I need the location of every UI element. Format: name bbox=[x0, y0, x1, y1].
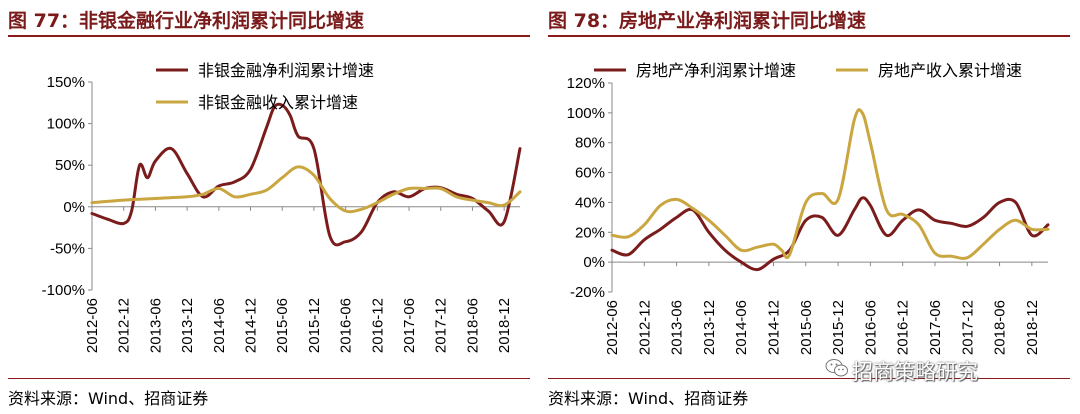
x-tick-label: 2014-06 bbox=[733, 300, 750, 355]
x-tick-label: 2013-12 bbox=[701, 300, 718, 355]
wechat-icon bbox=[825, 359, 848, 377]
chart-title: 图 78：房地产业净利润累计同比增速 bbox=[548, 10, 867, 32]
series-line-2 bbox=[90, 165, 522, 214]
x-tick-label: 2015-06 bbox=[798, 300, 815, 355]
x-tick-label: 2014-12 bbox=[765, 300, 782, 355]
source-divider bbox=[548, 378, 1070, 379]
title-divider bbox=[8, 35, 530, 37]
x-tick-label: 2018-06 bbox=[464, 298, 481, 353]
chart-source: 资料来源：Wind、招商证券 bbox=[548, 389, 749, 408]
x-tick-label: 2017-06 bbox=[401, 298, 418, 353]
y-tick-label: 100% bbox=[47, 116, 85, 133]
x-tick-label: 2016-12 bbox=[369, 298, 386, 353]
x-tick-label: 2012-06 bbox=[84, 298, 101, 353]
x-tick-label: 2017-12 bbox=[433, 298, 450, 353]
y-tick-label: 0% bbox=[583, 254, 605, 271]
x-tick-label: 2013-06 bbox=[669, 300, 686, 355]
x-tick-label: 2018-12 bbox=[496, 298, 513, 353]
series-line-1 bbox=[90, 102, 522, 247]
series-line-1 bbox=[610, 196, 1050, 272]
legend-label: 房地产收入累计增速 bbox=[878, 61, 1022, 80]
x-tick-label: 2017-06 bbox=[927, 300, 944, 355]
x-tick-label: 2018-12 bbox=[1024, 300, 1041, 355]
y-tick-label: 20% bbox=[575, 224, 605, 241]
x-tick-label: 2016-06 bbox=[338, 298, 355, 353]
y-tick-label: 40% bbox=[575, 194, 605, 211]
x-tick-label: 2012-12 bbox=[116, 298, 133, 353]
x-tick-label: 2016-12 bbox=[895, 300, 912, 355]
x-tick-label: 2014-12 bbox=[243, 298, 260, 353]
chart-panel-left: 图 77：非银金融行业净利润累计同比增速 -100% -50% 0% 50% 100% 1… bbox=[8, 0, 530, 414]
chart-title: 图 77：非银金融行业净利润累计同比增速 bbox=[8, 10, 365, 32]
y-tick-label: 50% bbox=[55, 157, 85, 174]
x-tick-label: 2012-12 bbox=[636, 300, 653, 355]
watermark-text: 招商策略研究 bbox=[852, 360, 978, 384]
x-tick-label: 2015-12 bbox=[830, 300, 847, 355]
y-tick-label: 80% bbox=[575, 135, 605, 152]
y-tick-label: 0% bbox=[63, 199, 85, 216]
y-tick-label: 60% bbox=[575, 165, 605, 182]
legend-label: 房地产净利润累计增速 bbox=[636, 61, 796, 80]
x-tick-label: 2013-12 bbox=[179, 298, 196, 353]
chart-source: 资料来源：Wind、招商证券 bbox=[8, 389, 209, 408]
x-tick-label: 2015-06 bbox=[274, 298, 291, 353]
legend-label: 非银金融收入累计增速 bbox=[198, 93, 358, 112]
x-tick-label: 2018-06 bbox=[992, 300, 1009, 355]
x-tick-label: 2015-12 bbox=[306, 298, 323, 353]
x-tick-label: 2012-06 bbox=[604, 300, 621, 355]
series-line-2 bbox=[610, 108, 1050, 260]
y-tick-label: -100% bbox=[42, 282, 85, 299]
source-divider bbox=[8, 378, 530, 379]
y-tick-label: 100% bbox=[567, 105, 605, 122]
chart-svg-left: -100% -50% 0% 50% 100% 150% 2012-06 2012-12 2013… bbox=[42, 61, 522, 353]
chart-panel-right: 图 78：房地产业净利润累计同比增速 -20% 0% 20% 40% 60% 80% 100… bbox=[548, 0, 1070, 414]
y-tick-label: 120% bbox=[567, 75, 605, 92]
x-tick-label: 2014-06 bbox=[211, 298, 228, 353]
legend-label: 非银金融净利润累计增速 bbox=[198, 61, 374, 80]
y-tick-label: -50% bbox=[50, 240, 85, 257]
chart-svg-right: -20% 0% 20% 40% 60% 80% 100% 120% 2012-06 2012-12… bbox=[567, 61, 1050, 355]
x-tick-label: 2017-12 bbox=[959, 300, 976, 355]
x-tick-label: 2013-06 bbox=[147, 298, 164, 353]
y-tick-label: -20% bbox=[570, 284, 605, 301]
x-tick-label: 2016-06 bbox=[862, 300, 879, 355]
y-tick-label: 150% bbox=[47, 74, 85, 91]
title-divider bbox=[548, 35, 1070, 37]
